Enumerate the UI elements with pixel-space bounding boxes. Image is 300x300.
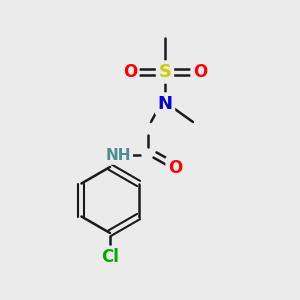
- Text: O: O: [168, 159, 182, 177]
- Text: O: O: [123, 63, 137, 81]
- Text: S: S: [158, 63, 172, 81]
- Text: N: N: [158, 95, 172, 113]
- Text: O: O: [193, 63, 207, 81]
- Text: NH: NH: [105, 148, 131, 163]
- Text: Cl: Cl: [101, 248, 119, 266]
